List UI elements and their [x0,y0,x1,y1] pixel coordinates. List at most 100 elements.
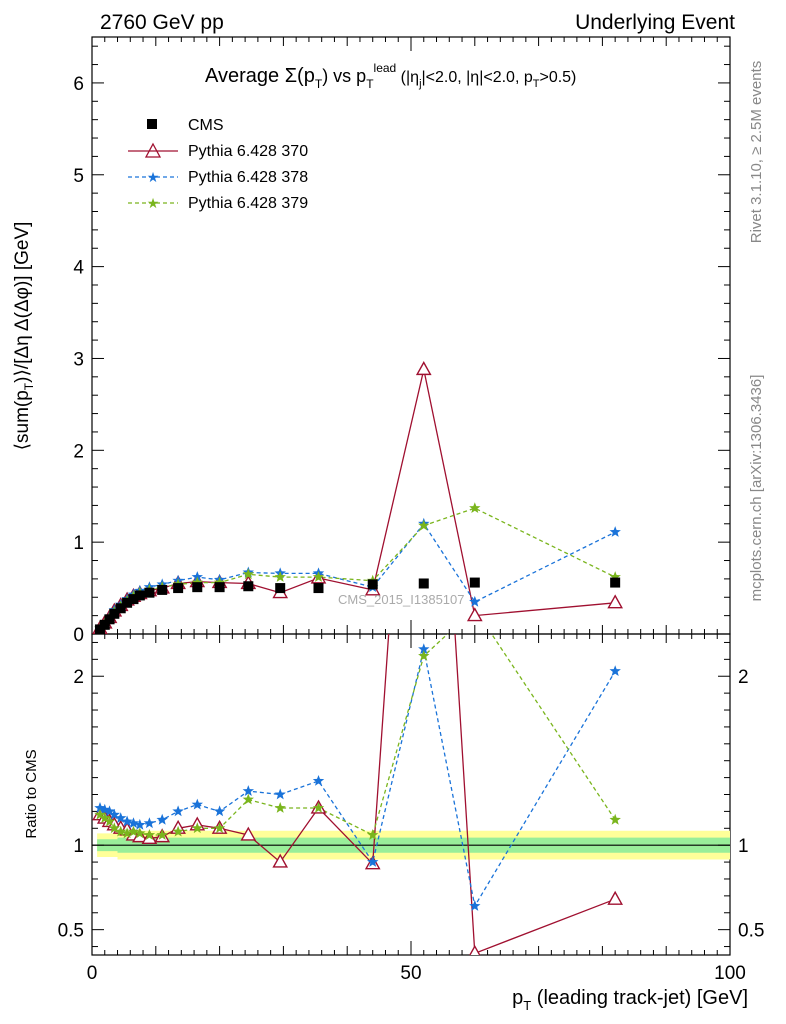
main-series-line-2 [99,522,616,629]
x-tick-label: 100 [714,963,746,984]
main-y-tick-label: 1 [73,533,84,554]
ratio-point-series-2 [418,650,430,661]
ratio-point-series-2 [94,808,106,820]
legend-label-378: Pythia 6.428 378 [188,169,308,186]
ratio-point-series-2 [312,802,325,813]
ratio-point-series-2 [143,829,156,840]
ratio-series-line-2 [99,634,616,836]
ratio-point-series-1 [127,817,140,829]
ratio-point-series-1 [312,775,325,786]
main-point-cms [418,578,429,589]
ratio-point-series-1 [156,813,168,825]
ratio-y-tick-label-right: 2 [738,667,749,688]
ratio-y-tick-label-right: 1 [738,836,749,857]
ratio-point-series-2 [127,825,140,837]
ratio-point-series-1 [103,805,116,817]
ratio-point-series-1 [99,803,111,815]
header-right-label: Underlying Event [575,11,735,34]
main-point-cms [122,597,133,608]
main-point-series-3 [312,571,325,582]
x-tick-label: 50 [400,963,421,984]
analysis-watermark: CMS_2015_I1385107 [338,592,465,607]
main-point-series-1 [607,594,624,609]
ratio-series-line-1 [99,649,616,908]
ratio-point-series-2 [172,825,184,837]
ratio-plot-frame [91,633,731,956]
main-point-cms [214,582,225,593]
ratio-point-series-0 [272,853,289,868]
legend: CMS Pythia 6.428 370 ★ Pythia 6.428 378 … [128,117,308,212]
ratio-point-series-0 [469,944,481,955]
ratio-point-series-0 [607,890,624,905]
main-point-cms [610,577,621,588]
ratio-point-series-2 [242,793,254,805]
ratio-y-tick-label-right: 0.5 [738,921,764,942]
ratio-point-series-2 [121,827,133,839]
main-point-series-3 [191,576,203,588]
x-tick-label: 0 [87,963,98,984]
ratio-point-series-2 [367,829,379,840]
main-point-series-2 [469,595,481,607]
ratio-point-series-2 [213,822,226,834]
main-point-cms [144,587,155,598]
ratio-point-series-1 [609,665,621,676]
main-y-tick-label: 2 [73,441,84,462]
main-y-tick-label: 6 [73,74,84,95]
ratio-point-series-0 [240,826,257,841]
ratio-series-group [92,634,624,955]
ratio-point-series-2 [99,812,111,823]
main-point-cms [275,583,286,594]
ratio-point-series-2 [108,822,120,834]
main-point-cms [115,603,126,614]
main-point-series-3 [213,576,226,588]
main-point-series-3 [274,571,286,582]
legend-label-370: Pythia 6.428 370 [188,143,308,160]
ratio-point-series-2 [134,827,146,839]
main-point-series-3 [418,519,430,531]
main-point-cms [469,577,480,588]
ratio-y-tick-label-left: 1 [73,836,84,857]
ratio-point-series-1 [108,808,120,820]
ratio-point-series-2 [609,813,621,825]
ratio-uncertainty-bands [92,830,731,860]
main-point-series-3 [242,568,254,580]
main-point-cms [173,583,184,594]
main-point-cms [313,583,324,594]
main-y-tick-label: 4 [73,258,84,279]
main-y-axis-label: ⟨sum(pT)⟩/[Δη Δ(Δφ)] [GeV] [12,222,36,451]
main-point-series-2 [191,571,203,582]
main-point-cms [243,581,254,592]
ratio-point-series-1 [115,812,127,823]
legend-marker-370 [144,142,162,158]
main-series-group [92,361,624,634]
legend-label-379: Pythia 6.428 379 [188,195,308,212]
ratio-point-series-1 [274,788,286,800]
ratio-point-series-2 [191,822,203,834]
main-point-series-3 [609,571,621,582]
main-point-cms [134,590,145,601]
ratio-point-series-1 [242,785,254,796]
main-point-cms [157,584,168,595]
main-point-cms [192,582,203,593]
axis-ticks: 0 1 2 3 4 5 6 0 50 100 0.5 0.5 1 1 2 2 [58,37,764,984]
ratio-y-axis-label: Ratio to CMS [23,749,40,838]
rivet-side-label: Rivet 3.1.10, ≥ 2.5M events [748,61,765,244]
mcplots-side-label: mcplots.cern.ch [arXiv:1306.3436] [748,375,765,602]
main-point-cms [367,579,378,590]
x-axis-label: pT (leading track-jet) [GeV] [512,987,748,1013]
main-point-series-2 [609,526,621,537]
ratio-point-series-2 [274,802,286,813]
main-point-series-1 [415,361,432,376]
main-point-cms [109,608,120,619]
main-point-series-3 [469,502,481,513]
main-point-cms [99,619,110,630]
header-left-label: 2760 GeV pp [100,11,224,34]
legend-marker-378: ★ [147,169,160,185]
ratio-point-series-1 [134,818,146,830]
ratio-point-series-1 [213,805,226,817]
ratio-point-series-1 [172,805,184,817]
ratio-point-series-1 [191,798,203,810]
main-point-cms [104,614,115,625]
main-point-series-1 [466,607,483,622]
